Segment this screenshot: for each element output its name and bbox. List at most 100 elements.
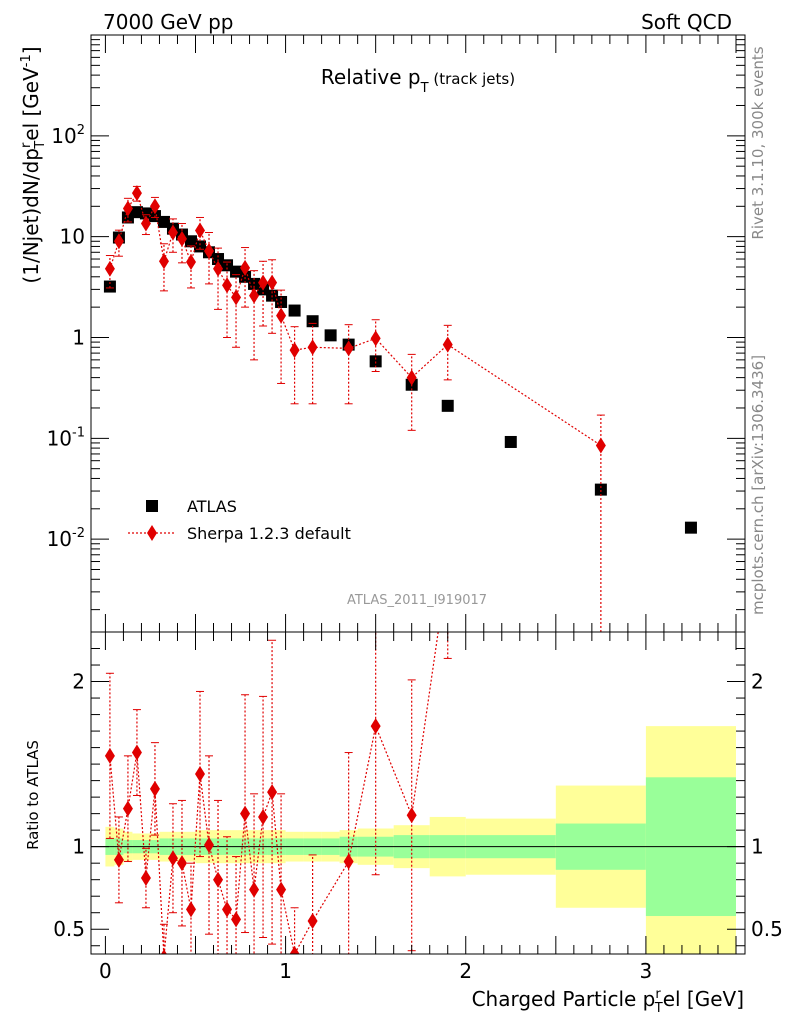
- ratio-series-layer: [104, 558, 453, 954]
- sherpa-data-point: [140, 215, 151, 232]
- ratio-y-tick-label: 1: [72, 835, 85, 859]
- ratio-y-tick-label-right: 2: [751, 670, 764, 694]
- analysis-watermark: ATLAS_2011_I919017: [347, 593, 487, 608]
- header-left-title: 7000 GeV pp: [103, 10, 234, 34]
- sherpa-ratio-point: [406, 807, 417, 824]
- atlas-data-point: [441, 399, 454, 412]
- sherpa-data-point: [343, 340, 354, 357]
- sherpa-data-point: [149, 198, 160, 215]
- sherpa-ratio-line: [109, 632, 439, 954]
- sherpa-data-point: [595, 437, 606, 454]
- ratio-panel: 0.5 0.5 1 1 2 2 0 1 2 3 Ratio to ATLAS Charged Pa…: [24, 558, 783, 1016]
- y-tick-label: 10-2: [47, 526, 85, 551]
- x-tick-label: 3: [640, 959, 653, 983]
- sherpa-data-point: [213, 260, 224, 277]
- sherpa-data-point: [222, 277, 233, 294]
- sherpa-ratio-point: [149, 780, 160, 797]
- sherpa-ratio-point: [443, 558, 453, 574]
- main-series-layer: [103, 185, 697, 632]
- sherpa-ratio-point: [113, 851, 124, 868]
- sherpa-ratio-point: [131, 744, 142, 761]
- sherpa-data-point: [122, 200, 133, 217]
- x-tick-label: 1: [279, 959, 292, 983]
- x-tick-label: 0: [99, 959, 112, 983]
- main-title: Relative pT (track jets): [321, 65, 515, 96]
- legend-label-atlas: ATLAS: [187, 497, 237, 516]
- atlas-data-point: [130, 206, 143, 219]
- ratio-y-axis-label: Ratio to ATLAS: [24, 740, 42, 850]
- main-y-axis-label: (1/Njet)dN/dprTel [GeV-1]: [19, 46, 48, 283]
- ratio-y-tick-label-right: 1: [751, 835, 764, 859]
- x-axis-label: Charged Particle pr Tel [GeV]: [472, 987, 744, 1016]
- atlas-data-point: [288, 304, 301, 317]
- atlas-data-point: [139, 207, 152, 220]
- sherpa-ratio-point: [104, 747, 115, 764]
- y-tick-label: 10: [60, 225, 85, 249]
- sherpa-ratio-point: [370, 718, 381, 735]
- y-tick-label: 102: [51, 123, 85, 148]
- sherpa-data-point: [176, 230, 187, 247]
- atlas-data-point: [324, 329, 337, 342]
- sherpa-ratio-point: [122, 800, 133, 817]
- header-right-title: Soft QCD: [641, 10, 732, 34]
- legend-marker-atlas: [146, 500, 158, 512]
- sherpa-data-point: [195, 222, 205, 239]
- ratio-y-tick-label: 2: [72, 670, 85, 694]
- sherpa-ratio-point: [240, 805, 251, 822]
- atlas-data-point: [369, 355, 382, 368]
- legend: ATLAS Sherpa 1.2.3 default: [128, 497, 351, 543]
- sherpa-data-point: [370, 330, 381, 347]
- sherpa-data-point: [158, 253, 169, 270]
- sherpa-ratio-point: [289, 946, 300, 954]
- sherpa-data-point: [289, 342, 300, 359]
- mcplots-site-label: mcplots.cern.ch [arXiv:1306.3436]: [749, 355, 767, 615]
- sherpa-ratio-point: [167, 850, 178, 867]
- ratio-series-clipped: [104, 558, 453, 954]
- sherpa-line: [109, 191, 602, 446]
- sherpa-ratio-point: [140, 870, 151, 887]
- sherpa-data-point: [104, 260, 115, 277]
- main-axis-ticks: 10-2 10-1 1 10 102: [47, 35, 745, 632]
- sherpa-ratio-point: [213, 871, 224, 888]
- sherpa-data-point: [231, 289, 242, 306]
- atlas-data-point: [504, 435, 517, 448]
- sherpa-ratio-point: [258, 808, 269, 825]
- sherpa-data-point: [167, 224, 178, 241]
- y-tick-label: 10-1: [47, 425, 85, 450]
- atlas-data-point: [239, 270, 252, 283]
- x-tick-label: 2: [459, 959, 472, 983]
- sherpa-ratio-point: [195, 766, 205, 783]
- sherpa-data-point: [240, 259, 251, 276]
- ratio-y-tick-label-right: 0.5: [751, 917, 783, 941]
- ratio-plot-frame: [90, 631, 746, 955]
- sherpa-ratio-point: [204, 837, 215, 854]
- sherpa-ratio-point: [249, 881, 260, 898]
- ratio-axis-ticks: 0.5 0.5 1 1 2 2 0 1 2 3: [53, 631, 783, 983]
- y-tick-label: 1: [72, 325, 85, 349]
- sherpa-data-point: [249, 287, 260, 304]
- sherpa-data-point: [113, 233, 124, 250]
- sherpa-ratio-point: [276, 881, 287, 898]
- legend-label-sherpa: Sherpa 1.2.3 default: [187, 524, 351, 543]
- sherpa-data-point: [307, 339, 318, 356]
- sherpa-data-point: [258, 274, 269, 291]
- legend-marker-sherpa: [147, 525, 157, 541]
- sherpa-ratio-point: [231, 911, 242, 928]
- atlas-data-point: [594, 483, 607, 496]
- sherpa-ratio-point: [161, 949, 167, 954]
- sherpa-ratio-point: [267, 784, 278, 801]
- sherpa-data-point: [185, 254, 196, 271]
- sherpa-data-point: [131, 185, 142, 202]
- sherpa-data-point: [267, 274, 278, 291]
- ratio-y-tick-label: 0.5: [53, 917, 85, 941]
- atlas-data-point: [306, 315, 319, 328]
- atlas-data-point: [157, 215, 170, 228]
- atlas-data-point: [684, 521, 697, 534]
- sherpa-data-point: [406, 369, 417, 386]
- sherpa-ratio-point: [307, 912, 318, 929]
- atlas-data-point: [184, 235, 197, 248]
- sherpa-ratio-point: [343, 853, 354, 870]
- sherpa-data-point: [276, 307, 287, 324]
